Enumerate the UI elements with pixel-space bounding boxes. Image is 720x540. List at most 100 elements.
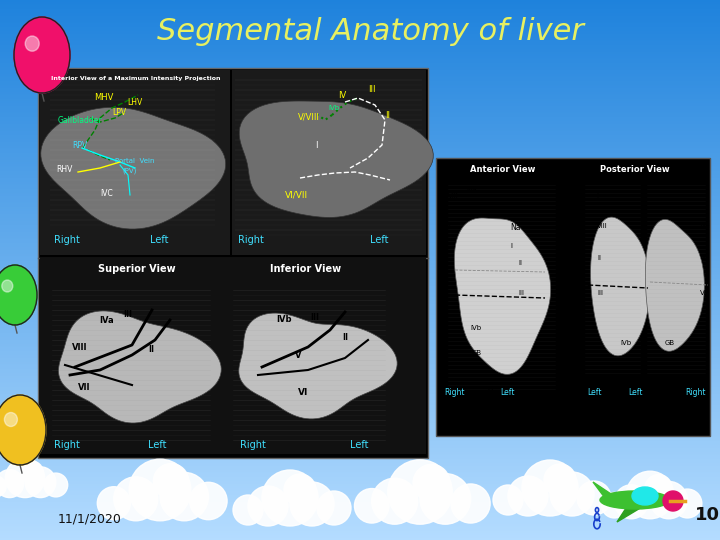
Circle shape	[413, 464, 450, 501]
Text: IV: IV	[338, 91, 346, 100]
Text: IVb: IVb	[276, 315, 292, 324]
Circle shape	[372, 478, 418, 524]
Circle shape	[550, 472, 594, 516]
Text: Left: Left	[587, 388, 601, 397]
Ellipse shape	[4, 413, 17, 427]
Circle shape	[189, 482, 227, 519]
Circle shape	[25, 467, 56, 497]
Text: Left: Left	[500, 388, 515, 397]
Circle shape	[248, 486, 288, 526]
Text: Right: Right	[54, 235, 80, 245]
Circle shape	[544, 464, 576, 496]
Text: Left: Left	[148, 440, 166, 450]
Circle shape	[153, 464, 189, 499]
Polygon shape	[645, 219, 704, 351]
Text: Right: Right	[238, 235, 264, 245]
Circle shape	[129, 459, 191, 521]
Text: VII: VII	[78, 383, 91, 392]
Ellipse shape	[25, 36, 39, 51]
Text: V: V	[295, 351, 302, 360]
Circle shape	[650, 481, 688, 519]
Polygon shape	[617, 502, 647, 522]
Text: I: I	[510, 243, 512, 249]
Polygon shape	[239, 313, 397, 419]
Text: VI: VI	[700, 290, 707, 296]
FancyBboxPatch shape	[40, 258, 426, 454]
Text: 11/1/2020: 11/1/2020	[58, 513, 122, 526]
Text: II: II	[518, 260, 522, 266]
Text: Posterior View: Posterior View	[600, 165, 670, 174]
Text: VII: VII	[700, 255, 708, 261]
Text: VIII: VIII	[597, 223, 608, 229]
Text: Superior View: Superior View	[98, 264, 176, 274]
Circle shape	[97, 487, 130, 519]
Circle shape	[284, 474, 316, 506]
Text: Segmental Anatomy of liver: Segmental Anatomy of liver	[156, 17, 583, 46]
Circle shape	[160, 472, 208, 521]
Circle shape	[451, 484, 490, 523]
Circle shape	[663, 491, 683, 511]
Circle shape	[493, 485, 523, 515]
Text: V: V	[672, 388, 678, 397]
Text: LPV: LPV	[112, 108, 126, 117]
Text: RHV: RHV	[56, 165, 73, 174]
Text: Portal  Vein: Portal Vein	[115, 158, 155, 164]
Text: Inferior View: Inferior View	[270, 264, 341, 274]
Circle shape	[233, 495, 263, 525]
Text: I: I	[315, 141, 318, 150]
Text: IVb: IVb	[620, 340, 631, 346]
Circle shape	[354, 489, 389, 523]
Text: VIII: VIII	[448, 193, 459, 199]
Text: MHV: MHV	[94, 93, 113, 102]
Text: 10: 10	[695, 506, 720, 524]
Text: Left: Left	[350, 440, 369, 450]
Circle shape	[0, 476, 6, 497]
Ellipse shape	[0, 395, 46, 465]
Text: III: III	[518, 290, 524, 296]
Text: LHV: LHV	[127, 98, 143, 107]
Circle shape	[420, 474, 471, 524]
Ellipse shape	[0, 265, 37, 325]
Text: II: II	[385, 111, 390, 120]
Polygon shape	[239, 101, 433, 218]
Circle shape	[262, 470, 318, 526]
Circle shape	[614, 485, 648, 519]
Text: III: III	[368, 85, 376, 94]
Text: IVb: IVb	[328, 105, 339, 111]
Circle shape	[522, 460, 578, 516]
Polygon shape	[590, 217, 649, 356]
Circle shape	[114, 477, 158, 521]
Text: Right: Right	[54, 440, 80, 450]
Text: VI: VI	[443, 280, 450, 286]
Polygon shape	[593, 482, 617, 498]
Text: IVa: IVa	[466, 187, 477, 193]
Circle shape	[21, 461, 43, 484]
Text: IVC: IVC	[100, 189, 113, 198]
Circle shape	[290, 482, 334, 526]
Ellipse shape	[600, 491, 670, 509]
Circle shape	[601, 492, 627, 518]
Text: Anterior View: Anterior View	[470, 165, 536, 174]
FancyBboxPatch shape	[232, 70, 426, 255]
Text: Left: Left	[150, 235, 168, 245]
Polygon shape	[454, 218, 551, 374]
Text: I: I	[596, 193, 598, 199]
Circle shape	[388, 460, 452, 524]
Text: IVb: IVb	[470, 325, 481, 331]
FancyBboxPatch shape	[40, 70, 230, 255]
Circle shape	[6, 458, 45, 497]
Circle shape	[44, 473, 68, 497]
Text: III: III	[310, 313, 319, 322]
Circle shape	[626, 471, 674, 519]
Text: VI: VI	[298, 388, 308, 397]
Text: VII: VII	[443, 223, 451, 229]
Text: III: III	[123, 310, 132, 319]
Circle shape	[645, 475, 672, 502]
Text: Left: Left	[370, 235, 389, 245]
Polygon shape	[58, 311, 221, 423]
Ellipse shape	[632, 487, 658, 505]
Text: VIII: VIII	[72, 343, 88, 352]
Text: Right: Right	[444, 388, 464, 397]
Ellipse shape	[2, 280, 13, 292]
Ellipse shape	[14, 17, 70, 93]
